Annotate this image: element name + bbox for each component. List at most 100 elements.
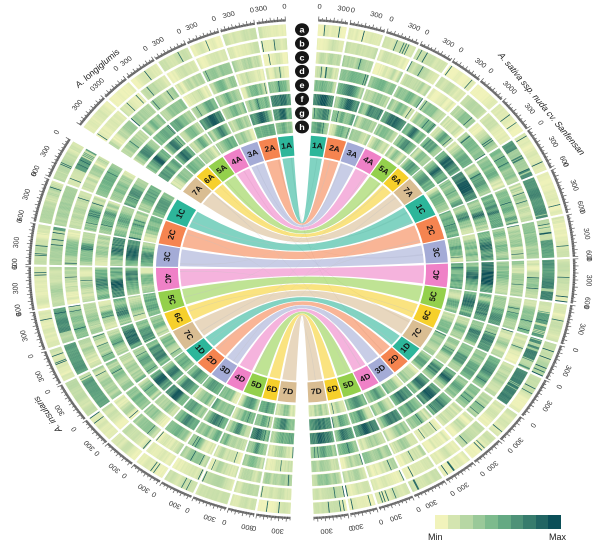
axis-tick (63, 145, 67, 148)
axis-tick (46, 356, 49, 359)
axis-tick-label: 0 (52, 129, 61, 136)
track-letter-b: b (299, 39, 304, 49)
axis-tick (77, 413, 83, 417)
chromosome-label-4C: 4C (431, 270, 441, 280)
heatmap-bins-h-6D (258, 400, 276, 415)
axis-tick (103, 440, 107, 443)
axis-tick (121, 80, 124, 83)
axis-tick-label: 300 (21, 188, 33, 201)
chromosome-label-1A: 1A (312, 141, 324, 151)
heatmap-bins-d-3C (79, 231, 96, 266)
axis-tick (28, 229, 35, 231)
axis-tick (197, 37, 199, 40)
chromosome-label-3C: 3C (162, 251, 172, 262)
axis-tick (363, 510, 365, 513)
axis-tick (98, 101, 101, 104)
axis-tick (74, 407, 78, 410)
axis-tick (48, 363, 52, 365)
axis-tick (72, 405, 76, 408)
axis-tick (89, 425, 93, 428)
axis-tick (225, 28, 227, 32)
axis-tick (34, 331, 40, 334)
axis-tick (155, 57, 158, 60)
axis-tick (50, 366, 53, 368)
axis-tick (115, 83, 119, 87)
axis-tick (62, 389, 66, 391)
axis-tick (48, 361, 51, 364)
axis-tick (51, 165, 56, 168)
axis-tick (86, 114, 89, 117)
axis-tick (54, 161, 58, 164)
axis-tick-label: 0 (317, 3, 322, 11)
heatmap-bins-g-3C (125, 239, 141, 267)
axis-tick (111, 446, 114, 449)
axis-tick (36, 209, 39, 212)
axis-tick (138, 67, 141, 71)
axis-tick (56, 377, 59, 379)
axis-tick (176, 46, 179, 49)
heatmap-bins-f-6D (334, 427, 355, 442)
heatmap-bins-f-5C (473, 292, 492, 322)
axis-tick (44, 182, 48, 185)
axis-tick (55, 159, 59, 161)
heatmap-bins-f-6D (250, 427, 271, 442)
axis-tick (80, 122, 83, 124)
axis-tick (81, 120, 84, 123)
axis-tick (41, 343, 44, 345)
axis-tick-label: 300 (407, 21, 422, 32)
axis-tick (332, 515, 334, 521)
axis-tick (365, 25, 367, 29)
heatmap-bins-d-4C (510, 260, 525, 297)
axis-tick-label: 300 (70, 98, 84, 112)
axis-tick (99, 100, 102, 103)
axis-tick (37, 203, 41, 206)
axis-tick (35, 213, 38, 215)
heatmap-bins-g-7D (309, 417, 332, 431)
axis-tick (65, 142, 69, 145)
axis-tick (36, 329, 40, 331)
axis-tick (121, 456, 126, 461)
axis-tick (115, 450, 119, 453)
heatmap-bins-h-3A (348, 128, 371, 146)
axis-tick (118, 453, 121, 456)
heatmap-bins-d-2A (338, 69, 370, 86)
axis-tick (65, 137, 71, 141)
axis-tick (125, 458, 129, 463)
axis-tick (48, 362, 52, 364)
axis-tick (36, 327, 39, 329)
axis-tick-label: 300 (12, 236, 22, 248)
heatmap-bins-e-4C (494, 261, 509, 295)
axis-tick (37, 333, 41, 335)
axis-tick (87, 422, 91, 425)
axis-tick (110, 447, 115, 452)
axis-tick (47, 176, 51, 178)
axis-tick (160, 52, 164, 57)
axis-tick-label: 0 (478, 469, 486, 477)
axis-tick (233, 26, 235, 29)
axis-tick (134, 70, 138, 73)
axis-tick (123, 78, 126, 82)
legend-min-label: Min (428, 532, 443, 542)
axis-tick-label: 300 (168, 499, 183, 511)
axis-tick (79, 120, 84, 123)
axis-tick (106, 90, 111, 95)
axis-tick (242, 23, 245, 27)
axis-tick (53, 372, 56, 375)
axis-tick-label: 0 (175, 27, 182, 36)
axis-tick (94, 105, 97, 108)
axis-tick (360, 511, 362, 514)
axis-tick (36, 208, 40, 210)
axis-tick (145, 63, 148, 66)
axis-tick (56, 378, 59, 380)
axis-tick (161, 53, 164, 56)
axis-tick (63, 146, 66, 148)
axis-tick (39, 338, 43, 341)
axis-tick (148, 61, 151, 64)
axis-tick (262, 18, 264, 24)
axis-tick (118, 452, 121, 455)
axis-tick (195, 35, 199, 41)
axis-tick (77, 411, 81, 414)
axis-tick (96, 103, 99, 106)
axis-tick (87, 425, 92, 429)
axis-tick (51, 168, 54, 170)
